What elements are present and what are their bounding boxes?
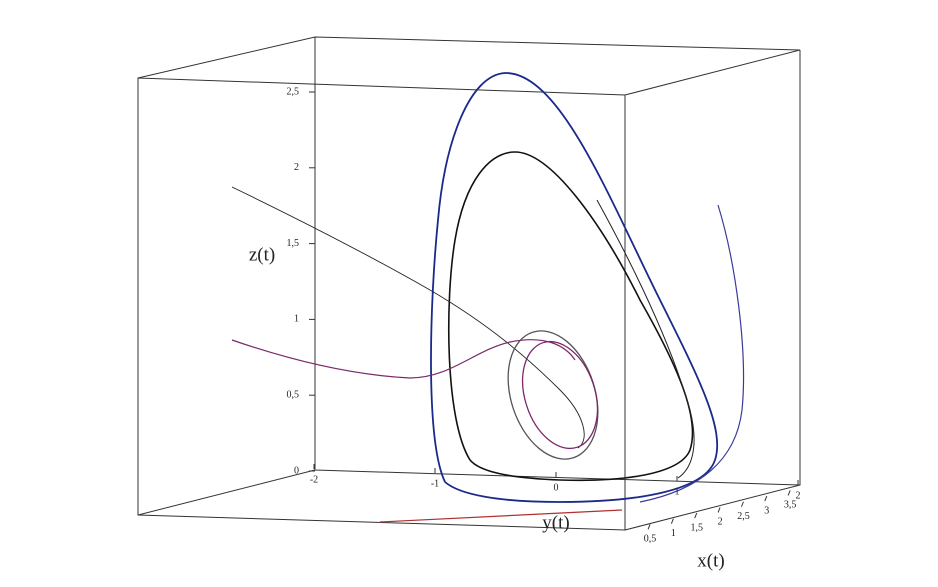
box-edge: [137, 469, 316, 516]
outer-tail: [639, 204, 745, 503]
bounding-box: [137, 36, 801, 531]
x-tick: [670, 518, 674, 524]
x-tick: [787, 490, 791, 496]
y-tick-label: 1: [675, 486, 680, 497]
x-tick-label: 0,5: [644, 534, 657, 545]
x-tick-label: 1,5: [691, 522, 704, 533]
x-tick-label: 3: [764, 505, 769, 516]
z-axis-label: z(t): [249, 244, 275, 265]
box-front: [137, 36, 801, 531]
inner-tail: [596, 199, 695, 479]
transient-curve: [231, 186, 585, 449]
limit-cycle-2: [521, 340, 599, 450]
x-tick: [740, 501, 744, 507]
box-back: [314, 37, 801, 486]
trajectories: [231, 72, 745, 503]
x-tick-label: 2: [718, 517, 723, 528]
inner-loop: [447, 151, 694, 482]
y-axis-label: y(t): [542, 512, 569, 533]
x-tick-label: 2,5: [737, 511, 750, 522]
x-tick: [764, 495, 768, 502]
x-tick: [694, 512, 698, 519]
transient-curve-2: [231, 339, 576, 379]
x-tick-label: 3,5: [784, 500, 797, 511]
outer-loop: [430, 72, 719, 503]
y-tick-label: -1: [431, 478, 439, 489]
box-edge: [624, 484, 801, 531]
z-tick-label: 1,5: [287, 238, 300, 249]
projection-line: [379, 509, 623, 523]
z-tick-label: 2: [294, 162, 299, 173]
z-tick-label: 2,5: [287, 86, 300, 97]
y-tick-label: 0: [554, 482, 559, 493]
x-tick: [647, 524, 651, 530]
x-axis-label: x(t): [697, 550, 724, 571]
z-tick-label: 0: [294, 465, 299, 476]
x-tick-label: 1: [671, 528, 676, 539]
z-tick-label: 1: [294, 314, 299, 325]
z-tick-label: 0,5: [287, 389, 300, 400]
x-tick: [717, 507, 721, 513]
y-tick-label: 2: [796, 490, 801, 501]
y-tick-label: -2: [310, 474, 318, 485]
